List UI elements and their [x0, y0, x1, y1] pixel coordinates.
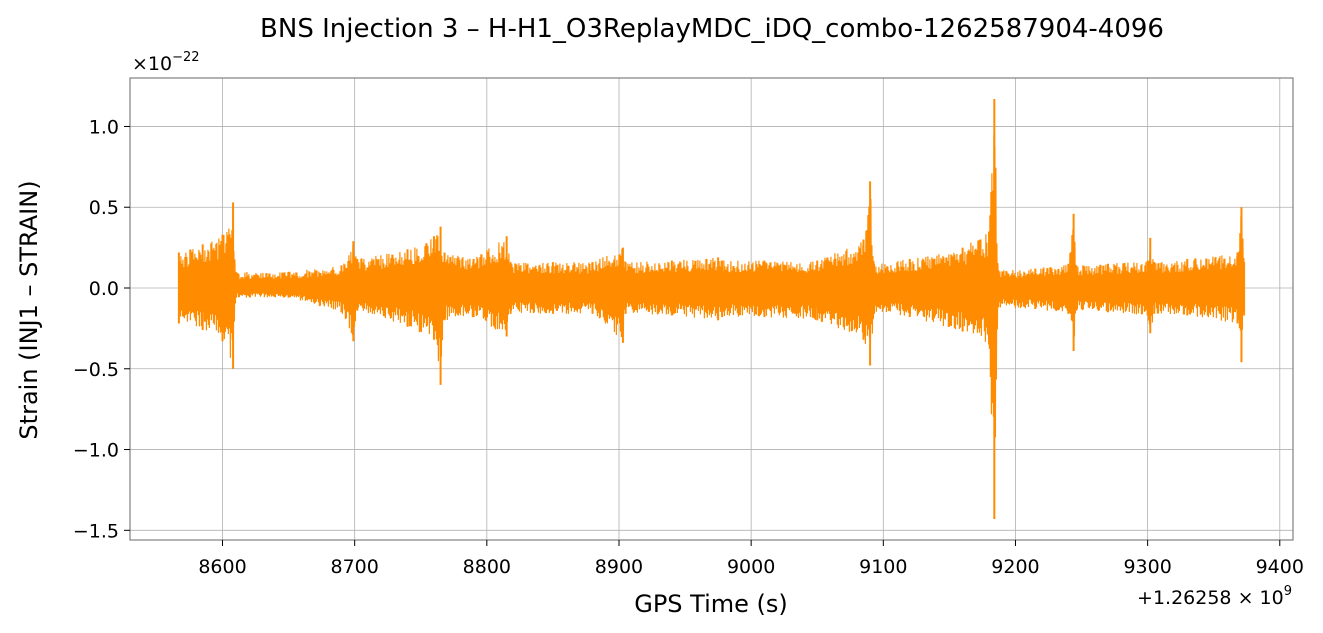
y-tick-label: −1.5	[73, 520, 119, 542]
x-offset-times: × 10	[1232, 587, 1284, 609]
x-offset-exponent: 9	[1284, 584, 1292, 599]
x-tick-label: 9300	[1123, 556, 1171, 578]
strain-series-line	[178, 134, 1245, 449]
x-offset-base: +1.26258	[1137, 587, 1232, 609]
y-scale-base: ×10	[132, 53, 172, 75]
x-tick-label: 9000	[727, 556, 775, 578]
y-axis-label: Strain (INJ1 – STRAIN)	[15, 180, 43, 439]
x-offset-text: +1.26258 × 109	[1137, 584, 1292, 609]
axes-frame	[129, 77, 1294, 541]
x-tick-label: 8700	[330, 556, 378, 578]
y-tick-label: 1.0	[89, 116, 119, 138]
x-axis-label: GPS Time (s)	[634, 590, 788, 618]
y-scale-exponent: −22	[172, 50, 199, 65]
x-tick-label: 8600	[198, 556, 246, 578]
x-tick-label: 8800	[463, 556, 511, 578]
x-tick-label: 9400	[1256, 556, 1304, 578]
x-axis-ticks: 8600 8700 8800 8900 9000 9100 9200 9300 9400	[198, 540, 1304, 578]
x-tick-label: 8900	[595, 556, 643, 578]
y-tick-label: 0.5	[89, 197, 119, 219]
y-scale-factor: ×10−22	[132, 50, 200, 75]
y-tick-label: −1.0	[73, 440, 119, 462]
plot-area	[177, 99, 1246, 519]
y-axis-ticks: −1.5 −1.0 −0.5 0.0 0.5 1.0	[73, 116, 130, 542]
y-tick-label: −0.5	[73, 359, 119, 381]
x-tick-label: 9200	[991, 556, 1039, 578]
chart-title: BNS Injection 3 – H-H1_O3ReplayMDC_iDQ_c…	[260, 14, 1164, 44]
y-tick-label: 0.0	[89, 278, 119, 300]
x-tick-label: 9100	[859, 556, 907, 578]
